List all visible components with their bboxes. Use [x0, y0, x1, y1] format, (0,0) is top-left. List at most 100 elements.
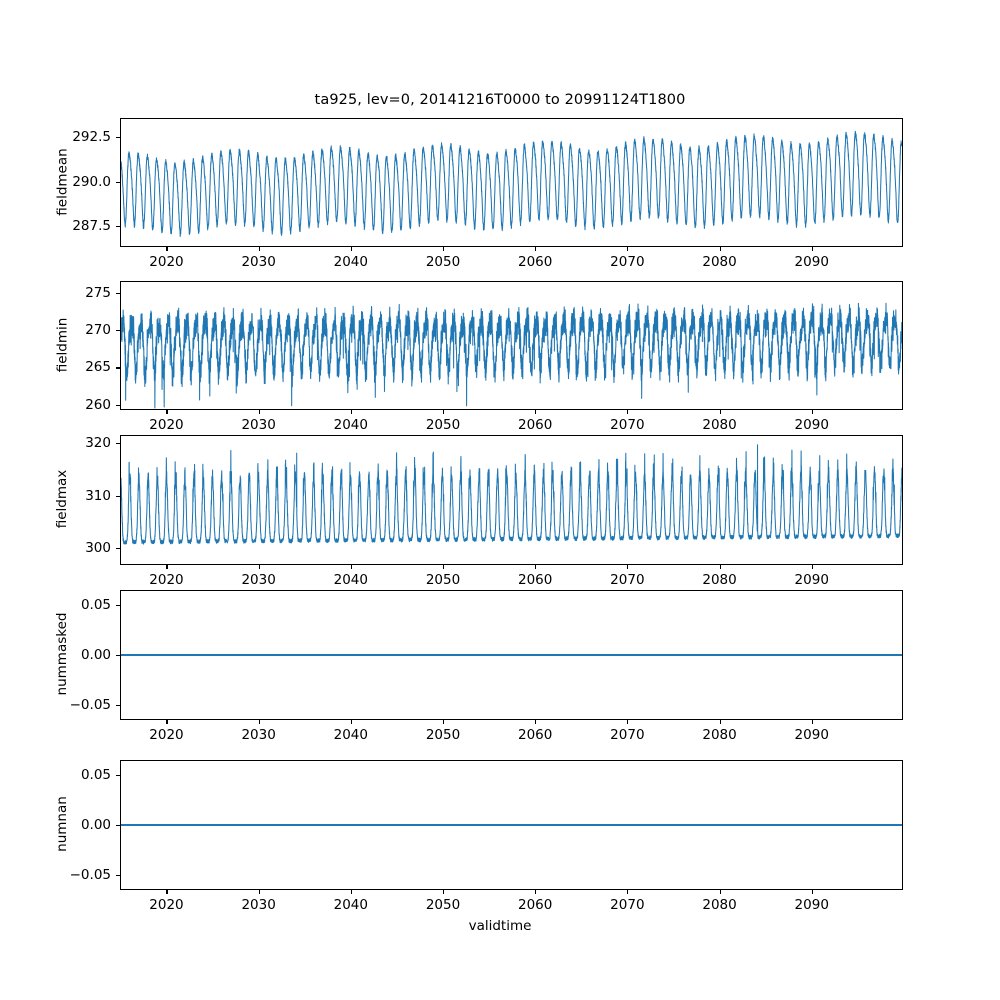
y-tick-label: 265: [85, 359, 111, 376]
x-tick-mark: [535, 565, 537, 569]
x-tick-mark: [443, 247, 445, 251]
x-tick-label: 2050: [425, 254, 461, 270]
data-line-fieldmean: [121, 130, 902, 237]
x-tick-label: 2070: [610, 417, 645, 433]
x-tick-label: 2090: [794, 572, 829, 588]
x-tick-label: 2080: [702, 572, 737, 588]
x-tick-mark: [166, 565, 168, 569]
x-tick-label: 2080: [702, 897, 737, 913]
x-tick-mark: [350, 720, 352, 724]
x-tick-mark: [811, 565, 813, 569]
y-tick-label: 0.00: [80, 817, 111, 833]
y-tick-mark: [116, 875, 120, 877]
y-tick-label: −0.05: [69, 697, 111, 713]
x-tick-mark: [535, 720, 537, 724]
x-axis-label: validtime: [468, 918, 532, 934]
x-tick-label: 2040: [333, 254, 368, 270]
x-tick-mark: [719, 247, 721, 251]
x-tick-mark: [811, 247, 813, 251]
x-tick-mark: [166, 720, 168, 724]
x-tick-mark: [350, 565, 352, 569]
y-axis-label-nummasked: nummasked: [54, 612, 70, 696]
y-axis-label-fieldmin: fieldmin: [54, 317, 70, 372]
y-tick-mark: [116, 442, 120, 444]
x-tick-label: 2020: [149, 897, 184, 913]
y-tick-label: 270: [85, 322, 111, 339]
y-tick-mark: [116, 292, 120, 294]
y-tick-label: 0.00: [80, 647, 111, 663]
y-tick-label: −0.05: [69, 867, 111, 883]
y-axis-label-numnan: numnan: [54, 796, 70, 852]
x-tick-label: 2050: [425, 727, 461, 743]
y-tick-label: 310: [85, 487, 111, 504]
y-axis-label-fieldmax: fieldmax: [54, 469, 70, 529]
x-tick-label: 2030: [241, 572, 276, 588]
y-tick-label: 275: [85, 284, 111, 301]
x-tick-mark: [350, 247, 352, 251]
data-line-fieldmin: [121, 302, 902, 409]
x-tick-label: 2050: [425, 572, 461, 588]
x-tick-label: 2040: [333, 897, 368, 913]
x-tick-label: 2040: [333, 727, 368, 743]
x-tick-mark: [719, 565, 721, 569]
x-tick-mark: [258, 410, 260, 414]
x-tick-mark: [719, 410, 721, 414]
x-tick-label: 2080: [702, 417, 737, 433]
y-tick-label: 0.05: [80, 597, 111, 613]
x-tick-label: 2070: [610, 572, 645, 588]
x-tick-label: 2020: [149, 727, 184, 743]
y-tick-mark: [116, 225, 120, 227]
x-tick-mark: [535, 410, 537, 414]
x-tick-mark: [258, 890, 260, 894]
x-tick-mark: [627, 890, 629, 894]
y-tick-label: 0.05: [80, 767, 111, 783]
y-tick-mark: [116, 330, 120, 332]
y-tick-mark: [116, 605, 120, 607]
x-tick-label: 2040: [333, 417, 368, 433]
x-tick-mark: [258, 565, 260, 569]
x-tick-mark: [627, 565, 629, 569]
x-tick-mark: [166, 890, 168, 894]
x-tick-label: 2090: [794, 727, 829, 743]
y-tick-mark: [116, 705, 120, 707]
x-tick-mark: [350, 890, 352, 894]
x-tick-mark: [535, 247, 537, 251]
x-tick-label: 2030: [241, 897, 276, 913]
y-tick-label: 292.5: [72, 129, 111, 146]
x-tick-label: 2030: [241, 727, 276, 743]
y-tick-mark: [116, 404, 120, 406]
subplot-fieldmin: [120, 281, 903, 410]
x-tick-mark: [258, 247, 260, 251]
x-tick-label: 2070: [610, 727, 645, 743]
x-tick-label: 2040: [333, 572, 368, 588]
x-tick-mark: [350, 410, 352, 414]
x-tick-mark: [443, 890, 445, 894]
x-tick-label: 2020: [149, 572, 184, 588]
y-tick-label: 300: [85, 540, 111, 557]
x-tick-label: 2060: [518, 417, 553, 433]
x-tick-label: 2030: [241, 417, 276, 433]
x-tick-label: 2060: [518, 897, 553, 913]
y-tick-mark: [116, 825, 120, 827]
x-tick-label: 2050: [425, 417, 461, 433]
x-tick-label: 2090: [794, 254, 829, 270]
x-tick-label: 2090: [794, 897, 829, 913]
x-tick-label: 2030: [241, 254, 276, 270]
x-tick-mark: [719, 720, 721, 724]
x-tick-mark: [166, 247, 168, 251]
x-tick-mark: [811, 410, 813, 414]
x-tick-mark: [443, 410, 445, 414]
x-tick-label: 2060: [518, 727, 553, 743]
x-tick-mark: [627, 410, 629, 414]
y-tick-mark: [116, 181, 120, 183]
y-tick-mark: [116, 367, 120, 369]
y-tick-label: 320: [85, 434, 111, 451]
x-tick-mark: [811, 720, 813, 724]
x-tick-label: 2060: [518, 254, 553, 270]
x-tick-label: 2080: [702, 727, 737, 743]
x-tick-label: 2050: [425, 897, 461, 913]
y-tick-mark: [116, 775, 120, 777]
x-tick-label: 2070: [610, 897, 645, 913]
x-tick-mark: [166, 410, 168, 414]
